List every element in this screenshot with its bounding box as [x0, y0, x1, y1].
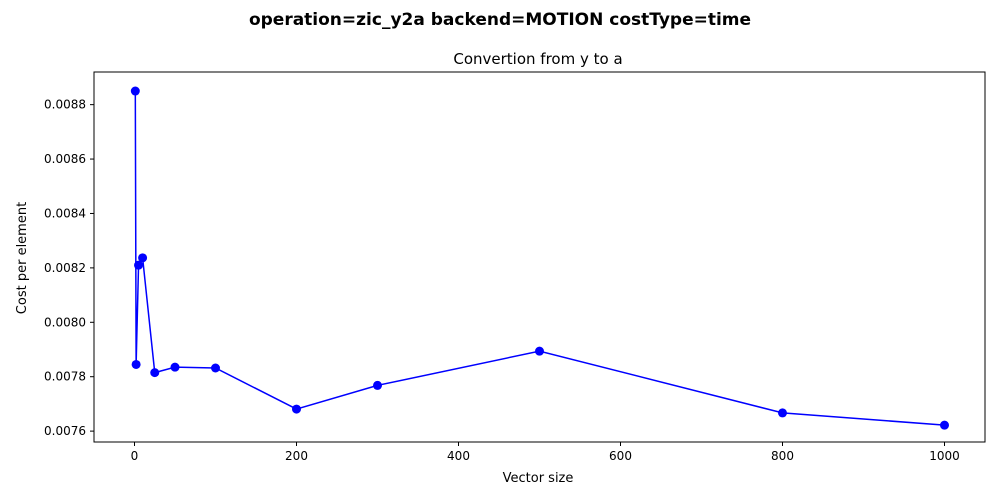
data-point	[211, 363, 220, 373]
data-point	[170, 362, 180, 372]
data-point	[134, 260, 144, 270]
y-tick-label: 0.0084	[44, 206, 86, 220]
data-point	[535, 346, 544, 356]
y-tick-label: 0.0088	[44, 98, 86, 112]
x-tick-label: 200	[285, 449, 308, 463]
x-axis-label: Vector size	[503, 471, 574, 486]
y-tick-label: 0.0080	[44, 315, 86, 329]
data-point	[778, 408, 787, 418]
chart-title: Convertion from y to a	[453, 50, 622, 68]
data-point	[150, 368, 160, 378]
x-tick-label: 800	[771, 449, 794, 463]
data-point	[130, 86, 140, 96]
y-tick-label: 0.0076	[44, 424, 86, 438]
data-point	[131, 359, 141, 369]
series-line	[134, 91, 945, 426]
x-tick-label: 1000	[929, 449, 960, 463]
figure-suptitle: operation=zic_y2a backend=MOTION costTyp…	[249, 10, 751, 30]
y-tick-label: 0.0082	[44, 261, 86, 275]
data-point	[138, 253, 148, 263]
plot-area: 0 200 400 600 800 1000 0.0076 0.0078 0.0080 0.008…	[44, 71, 986, 463]
x-tick-label: 0	[131, 449, 139, 463]
axes-frame	[93, 71, 986, 443]
y-axis-label: Cost per element	[15, 202, 30, 314]
data-point	[940, 420, 949, 430]
y-tick-label: 0.0086	[44, 152, 86, 166]
data-point	[373, 380, 382, 390]
x-tick-label: 600	[609, 449, 632, 463]
y-tick-label: 0.0078	[44, 370, 86, 384]
data-point	[292, 404, 301, 414]
x-tick-label: 400	[447, 449, 470, 463]
